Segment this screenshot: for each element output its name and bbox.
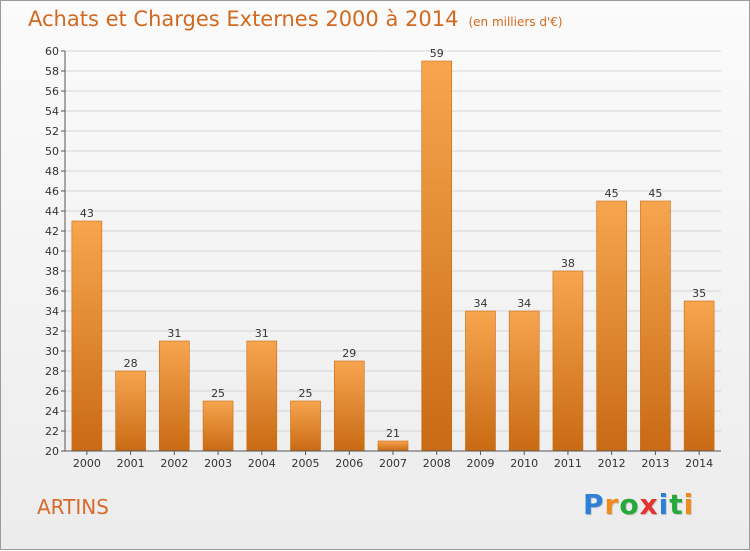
x-tick-label: 2000: [73, 457, 101, 470]
y-tick-label: 30: [45, 345, 59, 358]
x-tick-label: 2008: [423, 457, 451, 470]
proxiti-logo: Proxiti: [583, 488, 694, 521]
x-tick-label: 2013: [641, 457, 669, 470]
bar: [640, 200, 671, 452]
bar-value-label: 29: [342, 347, 356, 360]
x-tick-label: 2005: [292, 457, 320, 470]
y-tick-label: 34: [45, 305, 59, 318]
y-tick-label: 24: [45, 405, 59, 418]
bar: [202, 400, 234, 452]
y-tick-label: 46: [45, 185, 59, 198]
y-tick-label: 54: [45, 105, 59, 118]
logo-letter: i: [658, 488, 670, 521]
logo-letter: P: [583, 488, 605, 521]
bar-value-label: 21: [386, 427, 400, 440]
bar-value-label: 38: [561, 257, 575, 270]
bar-value-label: 28: [124, 357, 138, 370]
bar: [159, 340, 190, 452]
bar: [115, 370, 146, 452]
x-tick-label: 2012: [598, 457, 626, 470]
logo-letter: r: [604, 488, 620, 521]
commune-name: ARTINS: [37, 495, 109, 519]
y-tick-label: 20: [45, 445, 59, 458]
bar-value-label: 59: [430, 47, 444, 60]
y-axis-ticks: 20 22 24 26 28 30 32 34 36 38 40 42 44 46 48 50 52 54 56 58…: [45, 45, 65, 458]
x-tick-label: 2007: [379, 457, 407, 470]
logo-letter: t: [669, 488, 684, 521]
bar-value-label: 45: [605, 187, 619, 200]
bar-value-label: 35: [692, 287, 706, 300]
bar: [421, 60, 453, 452]
x-axis-ticks: 2000 2001 2002 2003 2004 2005 2006 2007 2008 2009…: [73, 451, 713, 470]
y-tick-label: 58: [45, 65, 59, 78]
chart-subtitle: (en milliers d'€): [468, 15, 563, 29]
bar-value-label: 31: [167, 327, 181, 340]
bar: [246, 340, 278, 452]
x-tick-label: 2014: [685, 457, 713, 470]
bar: [290, 400, 321, 452]
y-tick-label: 52: [45, 125, 59, 138]
y-tick-label: 38: [45, 265, 59, 278]
bar: [465, 310, 496, 452]
bar: [333, 360, 365, 452]
logo-letter: i: [683, 488, 695, 521]
bar: [377, 440, 409, 452]
y-tick-label: 44: [45, 205, 59, 218]
bar: [71, 220, 103, 452]
y-tick-label: 50: [45, 145, 59, 158]
y-tick-label: 28: [45, 365, 59, 378]
x-tick-label: 2010: [510, 457, 538, 470]
bar: [552, 270, 584, 452]
bar-value-label: 43: [80, 207, 94, 220]
x-tick-label: 2009: [466, 457, 494, 470]
bar: [596, 200, 627, 452]
bar-value-label: 45: [648, 187, 662, 200]
x-tick-label: 2004: [248, 457, 276, 470]
chart-title-text: Achats et Charges Externes 2000 à 2014: [28, 7, 459, 31]
bar-value-label: 31: [255, 327, 269, 340]
bar: [683, 300, 715, 452]
bar-value-label: 34: [517, 297, 531, 310]
y-tick-label: 40: [45, 245, 59, 258]
y-tick-label: 26: [45, 385, 59, 398]
y-tick-label: 42: [45, 225, 59, 238]
x-tick-label: 2011: [554, 457, 582, 470]
logo-letter: o: [619, 488, 640, 521]
y-tick-label: 60: [45, 45, 59, 58]
bars: 43 28 31 25 31 25 29 21 59 34 34 38 45 45 35: [71, 47, 715, 452]
bar-value-label: 25: [211, 387, 225, 400]
y-tick-label: 48: [45, 165, 59, 178]
x-tick-label: 2003: [204, 457, 232, 470]
bar-value-label: 34: [473, 297, 487, 310]
y-tick-label: 32: [45, 325, 59, 338]
y-tick-label: 36: [45, 285, 59, 298]
bar-value-label: 25: [299, 387, 313, 400]
logo-letter: x: [639, 488, 659, 521]
bar: [508, 310, 540, 452]
x-tick-label: 2001: [117, 457, 145, 470]
chart-title: Achats et Charges Externes 2000 à 2014 (e…: [28, 7, 563, 31]
y-tick-label: 56: [45, 85, 59, 98]
x-tick-label: 2002: [160, 457, 188, 470]
x-tick-label: 2006: [335, 457, 363, 470]
y-tick-label: 22: [45, 425, 59, 438]
